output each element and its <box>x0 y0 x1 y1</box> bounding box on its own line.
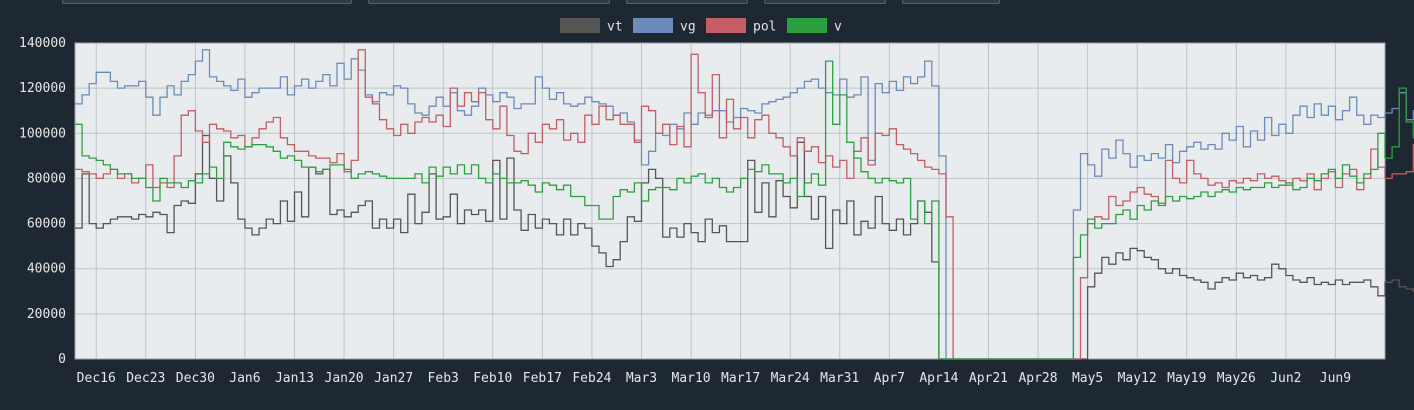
plot-border <box>74 42 1386 360</box>
series-lines <box>75 49 1414 360</box>
x-tick-label: Feb24 <box>572 371 611 386</box>
x-tick-label: Mar3 <box>626 371 657 386</box>
x-tick-label: May19 <box>1167 371 1206 386</box>
x-tick-label: May5 <box>1072 371 1103 386</box>
x-tick-label: Apr28 <box>1018 371 1057 386</box>
y-tick-label: 140000 <box>19 36 66 51</box>
x-tick-label: Apr7 <box>874 371 905 386</box>
y-tick-label: 20000 <box>27 307 66 322</box>
legend-swatch-vt <box>560 18 600 33</box>
x-tick-label: Mar10 <box>671 371 710 386</box>
y-tick-label: 100000 <box>19 126 66 141</box>
x-tick-label: Dec30 <box>176 371 215 386</box>
x-tick-label: Feb17 <box>523 371 562 386</box>
y-axis: 0 20000 40000 60000 80000 100000 120000 140000 <box>19 36 66 367</box>
x-tick-label: May26 <box>1217 371 1256 386</box>
y-tick-label: 60000 <box>27 217 66 232</box>
x-tick-label: Apr21 <box>969 371 1008 386</box>
x-tick-label: Mar24 <box>771 371 810 386</box>
toolbar-control-2[interactable] <box>368 0 610 4</box>
series-line-pol <box>75 49 1414 360</box>
series-line-vg <box>75 49 1414 360</box>
x-tick-label: Jan20 <box>325 371 364 386</box>
x-tick-label: Feb3 <box>428 371 459 386</box>
legend-label-v: v <box>834 20 842 35</box>
plot-area <box>75 43 1385 359</box>
y-tick-label: 120000 <box>19 81 66 96</box>
y-tick-label: 0 <box>58 352 66 367</box>
y-tick-label: 80000 <box>27 171 66 186</box>
x-tick-label: Jun2 <box>1270 371 1301 386</box>
x-tick-label: Dec23 <box>126 371 165 386</box>
x-axis: Dec16 Dec23 Dec30 Jan6 Jan13 Jan20 Jan27 Feb3 Fe… <box>77 371 1351 386</box>
x-tick-label: Dec16 <box>77 371 116 386</box>
series-line-vt <box>75 134 1414 360</box>
legend-swatch-pol <box>706 18 746 33</box>
x-tick-label: Jun9 <box>1320 371 1351 386</box>
legend-swatch-vg <box>633 18 673 33</box>
top-toolbar <box>0 0 1414 4</box>
series-line-v <box>75 60 1414 360</box>
toolbar-control-4[interactable] <box>764 0 886 4</box>
x-tick-label: Jan13 <box>275 371 314 386</box>
y-tick-label: 40000 <box>27 262 66 277</box>
legend: vt vg pol v <box>560 18 842 35</box>
toolbar-control-5[interactable] <box>902 0 1000 4</box>
legend-label-pol: pol <box>753 20 776 35</box>
legend-label-vt: vt <box>607 20 623 35</box>
toolbar-control-3[interactable] <box>626 0 748 4</box>
toolbar-control-1[interactable] <box>62 0 352 4</box>
legend-label-vg: vg <box>680 20 696 35</box>
x-tick-label: May12 <box>1118 371 1157 386</box>
x-tick-label: Jan6 <box>229 371 260 386</box>
legend-swatch-v <box>787 18 827 33</box>
x-tick-label: Jan27 <box>374 371 413 386</box>
x-tick-label: Apr14 <box>919 371 958 386</box>
x-tick-label: Mar31 <box>820 371 859 386</box>
x-tick-label: Mar17 <box>721 371 760 386</box>
x-tick-label: Feb10 <box>473 371 512 386</box>
